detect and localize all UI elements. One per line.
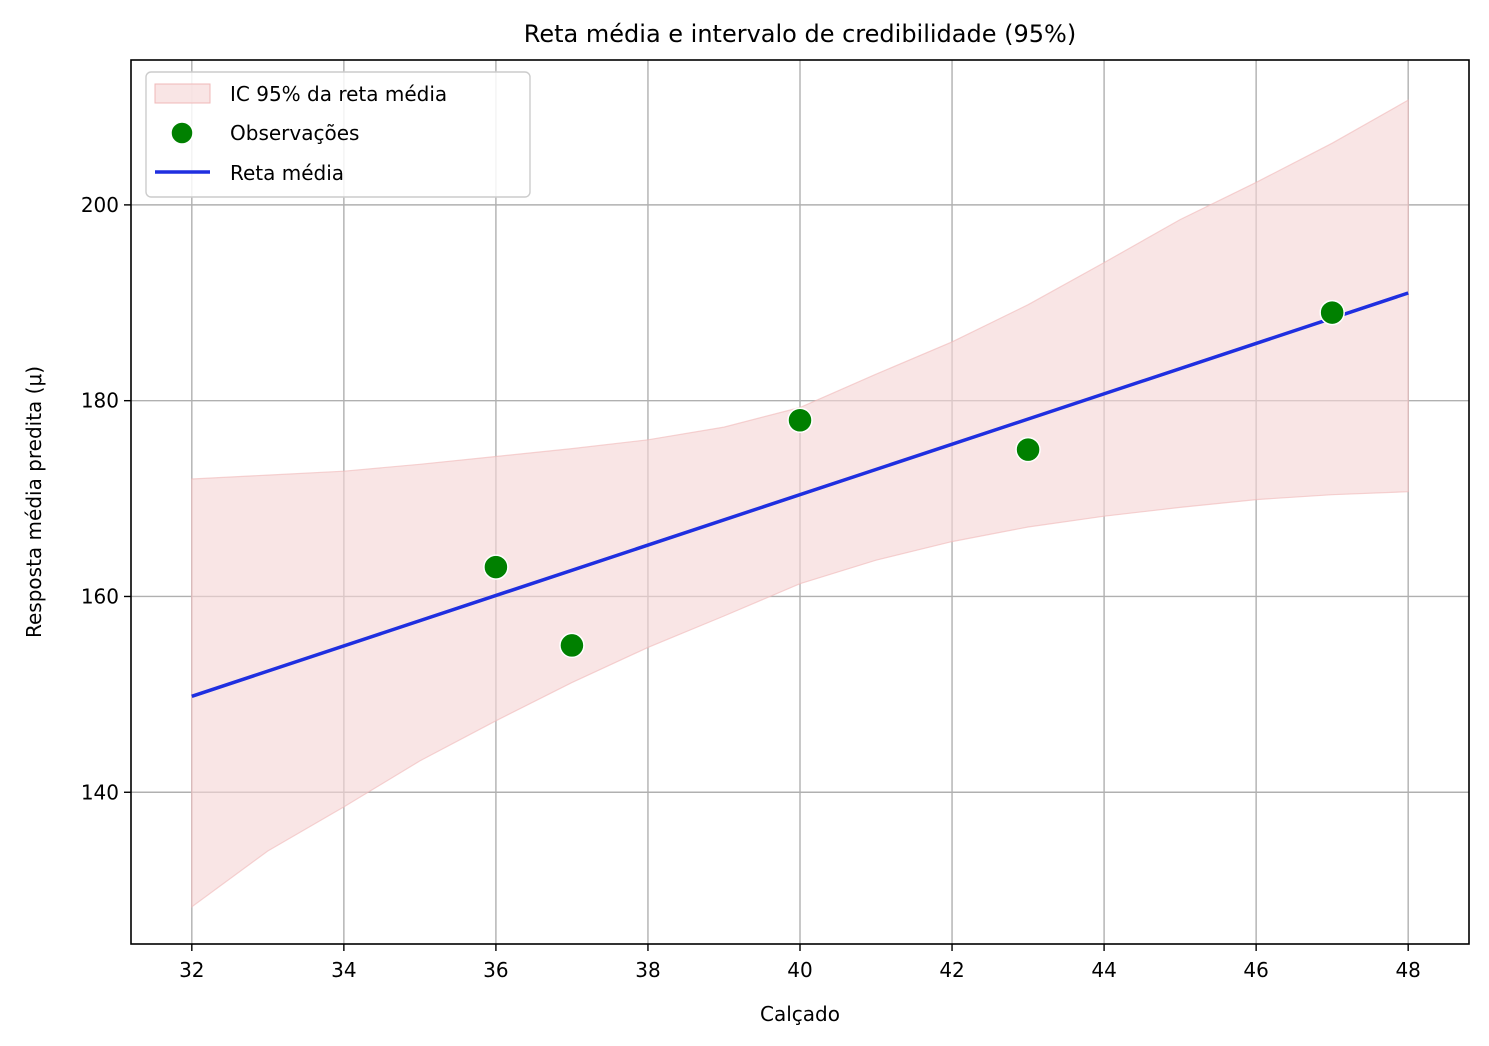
y-tick-label: 200	[81, 193, 119, 217]
legend: IC 95% da reta média Observações Reta mé…	[145, 71, 531, 198]
x-tick-label: 42	[939, 958, 964, 982]
observations-layer	[483, 299, 1345, 659]
observation-point	[559, 632, 585, 659]
x-tick-label: 34	[331, 958, 356, 982]
legend-label-interval: IC 95% da reta média	[230, 82, 447, 106]
x-tick-label: 44	[1091, 958, 1116, 982]
y-axis-label: Resposta média predita (μ)	[22, 366, 46, 638]
mean-line	[191, 291, 1409, 698]
observation-point	[787, 407, 813, 434]
legend-box	[145, 71, 531, 198]
legend-label-mean-line: Reta média	[230, 161, 344, 185]
x-tick-label: 48	[1395, 958, 1420, 982]
x-tick-label: 36	[483, 958, 508, 982]
legend-label-observations: Observações	[230, 121, 359, 145]
observation-point	[483, 554, 509, 580]
mean-line-layer	[191, 291, 1409, 698]
y-tick-label: 180	[81, 389, 119, 413]
legend-observation-marker	[170, 121, 194, 145]
credible-interval-area	[191, 99, 1409, 908]
y-axis-ticks: 140 160 180 200	[81, 193, 131, 804]
y-tick-label: 140	[81, 780, 119, 804]
observation-point	[1319, 299, 1345, 326]
x-axis-label: Calçado	[760, 1002, 840, 1026]
x-tick-label: 38	[635, 958, 660, 982]
x-tick-label: 32	[179, 958, 204, 982]
y-tick-label: 160	[81, 584, 119, 608]
observation-point	[1015, 436, 1041, 463]
x-axis-ticks: 32 34 36 38 40 42 44 46 48	[179, 944, 1421, 982]
chart-title: Reta média e intervalo de credibilidade …	[524, 20, 1076, 48]
x-tick-label: 40	[787, 958, 812, 982]
credible-interval-band	[191, 99, 1409, 908]
legend-band-swatch	[154, 83, 211, 104]
x-tick-label: 46	[1243, 958, 1268, 982]
